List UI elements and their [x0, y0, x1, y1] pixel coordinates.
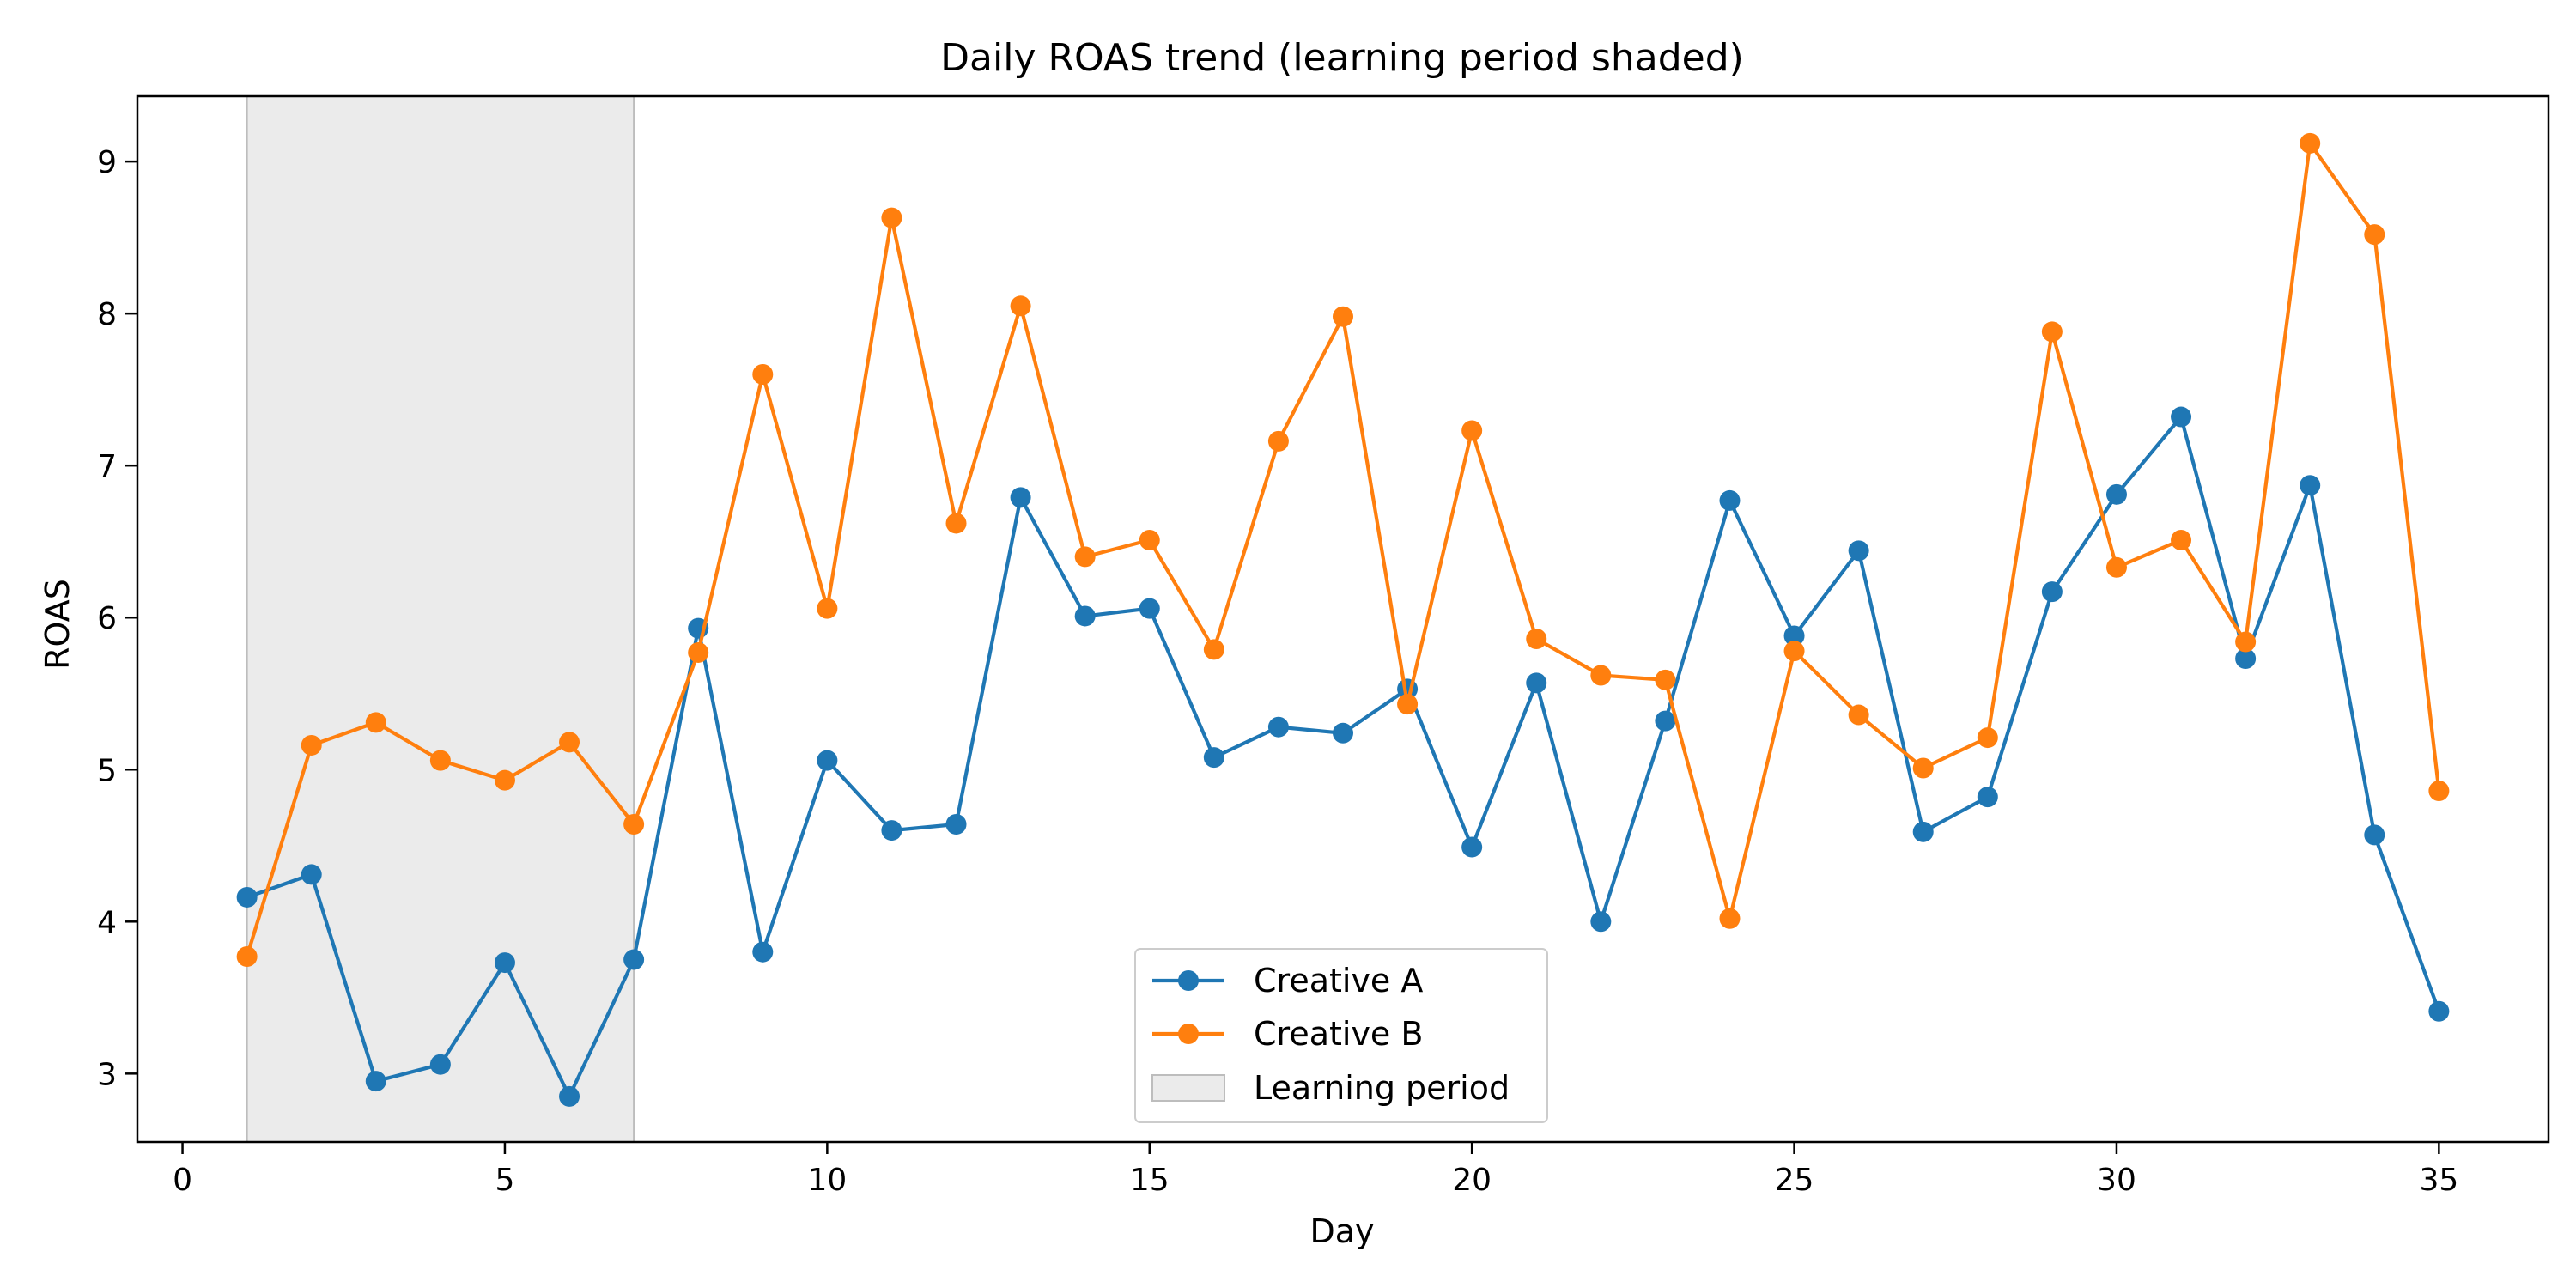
- y-tick-label: 7: [97, 449, 117, 484]
- creative-a-point: [1526, 672, 1547, 694]
- creative-a-point: [2235, 648, 2257, 670]
- legend-creative-a-label: Creative A: [1254, 962, 1423, 999]
- y-tick-label: 9: [97, 145, 117, 180]
- creative-b-point: [1977, 727, 1998, 749]
- creative-a-point: [1010, 487, 1031, 508]
- creative-b-point: [1203, 639, 1224, 660]
- x-tick-label: 10: [807, 1163, 847, 1198]
- legend-creative-b-marker: [1178, 1024, 1199, 1044]
- x-tick-label: 30: [2097, 1163, 2136, 1198]
- plot-frame: [136, 94, 2550, 1144]
- legend-box: [1134, 948, 1548, 1123]
- creative-b-point: [365, 712, 386, 733]
- chart-title: Daily ROAS trend (learning period shaded…: [940, 36, 1744, 80]
- legend: Creative A Creative B Learning period: [1134, 948, 1548, 1123]
- y-tick-label: 6: [97, 601, 117, 636]
- creative-a-point: [1590, 911, 1612, 933]
- creative-a-point: [559, 1085, 580, 1107]
- creative-a-point: [494, 952, 515, 974]
- creative-b-point: [2300, 132, 2321, 154]
- legend-creative-a-marker: [1178, 970, 1199, 991]
- y-tick-label: 3: [97, 1057, 117, 1092]
- creative-a-point: [365, 1071, 386, 1092]
- creative-a-point: [2300, 475, 2321, 496]
- creative-a-point: [1139, 598, 1160, 619]
- creative-a-point: [2041, 581, 2063, 603]
- x-tick-label: 20: [1452, 1163, 1492, 1198]
- creative-b-point: [2105, 556, 2127, 578]
- creative-a-point: [301, 864, 322, 885]
- creative-b-point: [1333, 306, 1353, 327]
- creative-b-point: [1655, 669, 1676, 690]
- creative-a-point: [1655, 710, 1676, 732]
- creative-b-point: [559, 732, 580, 753]
- y-tick-label: 5: [97, 753, 117, 788]
- creative-a-point: [1977, 787, 1998, 808]
- x-tick-label: 15: [1130, 1163, 1170, 1198]
- creative-b-point: [2171, 529, 2192, 550]
- creative-a-point: [817, 750, 838, 771]
- creative-a-point: [1203, 747, 1224, 769]
- legend-learning-period-swatch: [1151, 1074, 1225, 1102]
- creative-b-point: [623, 813, 645, 835]
- creative-b-point: [817, 598, 838, 619]
- creative-b-point: [881, 207, 902, 228]
- creative-b-point: [429, 750, 451, 771]
- creative-b-point: [1590, 665, 1612, 686]
- creative-b-point: [1461, 420, 1483, 441]
- creative-b-point: [1783, 641, 1805, 662]
- creative-b-point: [2428, 781, 2450, 802]
- creative-a-point: [429, 1054, 451, 1075]
- x-tick-label: 35: [2419, 1163, 2458, 1198]
- creative-a-point: [945, 813, 967, 835]
- creative-b-point: [1912, 757, 1934, 779]
- creative-a-point: [1783, 625, 1805, 647]
- creative-b-point: [2364, 224, 2385, 246]
- y-tick-label: 4: [97, 905, 117, 940]
- creative-b-point: [1526, 629, 1547, 650]
- creative-b-point: [1139, 529, 1160, 550]
- creative-a-point: [236, 886, 258, 908]
- creative-a-point: [752, 941, 774, 963]
- x-tick-label: 25: [1775, 1163, 1814, 1198]
- learning-period-shading: [246, 95, 635, 1143]
- creative-a-point: [2105, 483, 2127, 505]
- creative-a-point: [1074, 605, 1096, 627]
- creative-a-point: [2428, 1000, 2450, 1022]
- creative-a-point: [623, 949, 645, 970]
- creative-b-point: [2041, 321, 2063, 343]
- creative-a-point: [2364, 824, 2385, 846]
- x-tick-label: 5: [495, 1163, 515, 1198]
- creative-b-point: [1010, 295, 1031, 317]
- creative-b-point: [1719, 908, 1741, 929]
- creative-a-point: [1461, 836, 1483, 858]
- legend-learning-period-label: Learning period: [1254, 1069, 1510, 1107]
- creative-b-point: [1074, 546, 1096, 568]
- creative-b-point: [945, 513, 967, 534]
- creative-a-point: [1848, 540, 1869, 562]
- creative-b-point: [752, 363, 774, 385]
- creative-b-point: [1397, 694, 1419, 715]
- creative-b-point: [2235, 631, 2257, 653]
- creative-b-point: [301, 734, 322, 756]
- creative-a-point: [1333, 722, 1353, 744]
- creative-b-point: [1267, 430, 1289, 452]
- y-axis-label: ROAS: [39, 579, 76, 670]
- creative-a-point: [1912, 821, 1934, 842]
- creative-b-point: [236, 946, 258, 968]
- creative-a-point: [881, 820, 902, 841]
- creative-b-point: [494, 769, 515, 791]
- creative-a-point: [2171, 406, 2192, 428]
- creative-a-point: [1719, 489, 1741, 511]
- creative-a-point: [1267, 716, 1289, 738]
- x-tick-label: 0: [173, 1163, 192, 1198]
- x-axis-label: Day: [1309, 1212, 1374, 1250]
- legend-creative-b-label: Creative B: [1254, 1015, 1423, 1053]
- creative-b-point: [1848, 704, 1869, 726]
- creative-b-point: [688, 641, 709, 663]
- y-tick-label: 8: [97, 297, 117, 332]
